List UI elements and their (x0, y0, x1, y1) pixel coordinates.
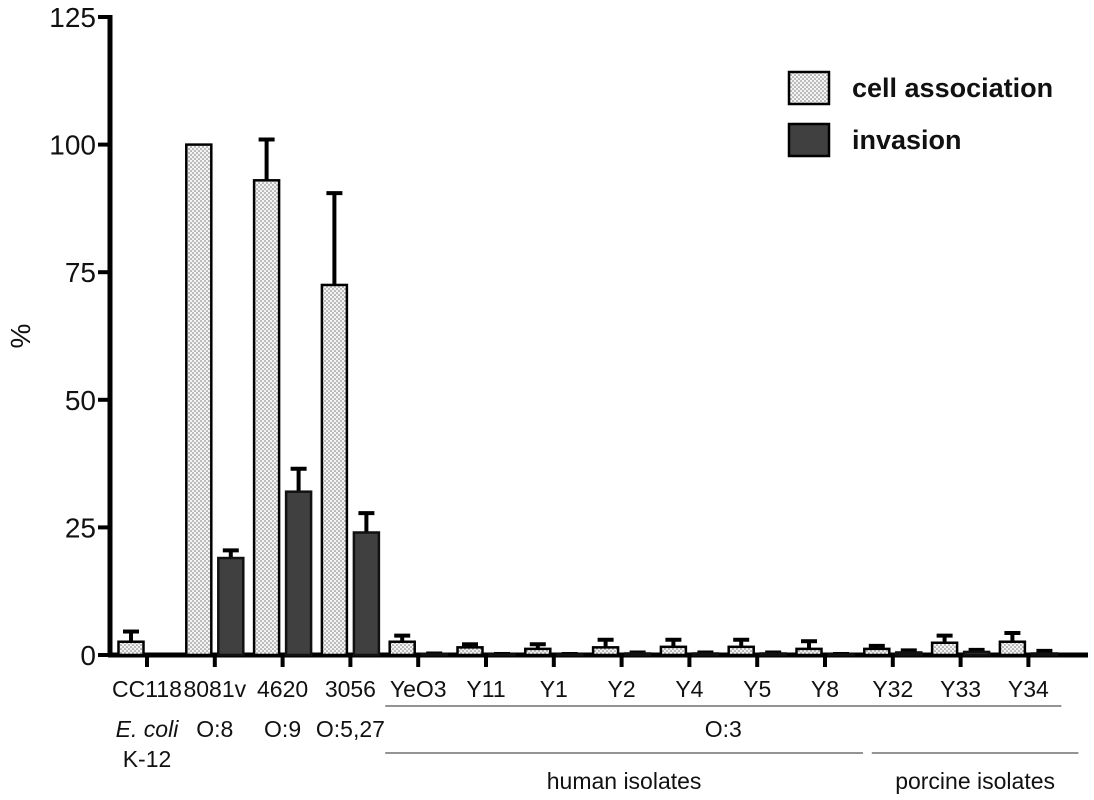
bar-invasion (217, 556, 245, 657)
bar-invasion (827, 653, 855, 657)
bar-cell-association (930, 641, 959, 657)
bars (117, 137, 1059, 657)
legend-label: invasion (852, 125, 962, 155)
annotation-strain: K-12 (123, 746, 172, 772)
y-tick-label: 50 (65, 385, 96, 416)
bar-cell-association (795, 647, 823, 657)
x-tick-label: Y8 (811, 676, 839, 702)
labels: CC118 8081v 4620 3056 YeO3 Y11 Y1 Y2 Y4 Y5 Y8 Y32 Y3… (112, 676, 1079, 794)
bar-cell-association (252, 179, 281, 657)
bar-cell-association (320, 283, 349, 657)
y-tick-label: 100 (49, 130, 96, 161)
group-label: human isolates (547, 768, 702, 794)
bar-cell-association (659, 645, 688, 657)
x-tick-label: YeO3 (390, 676, 447, 702)
x-tick-label: Y4 (675, 676, 703, 702)
bar-cell-association (524, 647, 552, 657)
x-tick-label: Y32 (872, 676, 913, 702)
bar-invasion (420, 652, 448, 657)
bar-invasion (691, 652, 720, 657)
bar-invasion (352, 531, 381, 657)
bar-invasion (556, 653, 584, 657)
bar-invasion (895, 651, 923, 657)
annotation-serotype: O:9 (264, 716, 301, 742)
bar-invasion (488, 653, 516, 657)
bar-cell-association (185, 143, 213, 657)
annotation-serotype: E. coli (116, 716, 180, 742)
bar-invasion (284, 490, 313, 657)
x-tick-label: Y2 (608, 676, 636, 702)
x-tick-label: Y1 (540, 676, 568, 702)
bar-cell-association (727, 645, 755, 657)
x-tick-label: Y34 (1008, 676, 1049, 702)
bar-cell-association (863, 647, 891, 657)
legend-swatch (787, 122, 831, 158)
legend-label: cell association (852, 73, 1053, 103)
x-tick-label: Y33 (940, 676, 981, 702)
legend: cell association invasion (787, 70, 1053, 158)
legend-swatch (787, 70, 831, 106)
x-tick-label: CC118 (112, 676, 182, 702)
bar-cell-association (456, 646, 484, 657)
bar-cell-association (117, 640, 145, 657)
y-tick-label: 125 (49, 2, 96, 33)
bar-invasion (962, 650, 991, 657)
x-tick-label: 8081v (183, 676, 246, 702)
bar-cell-association (388, 640, 416, 657)
y-tick-label: 0 (80, 640, 96, 671)
bar-invasion (623, 652, 652, 657)
bar-invasion (759, 652, 787, 657)
x-tick-label: 3056 (325, 676, 376, 702)
annotation-serotype: O:8 (196, 716, 233, 742)
x-tick-label: Y5 (743, 676, 771, 702)
annotation-serotype: O:3 (705, 716, 742, 742)
group-label: porcine isolates (895, 768, 1055, 794)
y-tick-label: 25 (65, 512, 96, 543)
bar-cell-association (998, 640, 1027, 657)
y-tick-label: 75 (65, 257, 96, 288)
x-tick-label: Y11 (466, 676, 505, 702)
bar-cell-association (591, 646, 620, 657)
y-axis-label: % (5, 324, 36, 349)
annotation-serotype: O:5,27 (316, 716, 385, 742)
x-tick-label: 4620 (257, 676, 308, 702)
bar-invasion (1030, 652, 1059, 657)
